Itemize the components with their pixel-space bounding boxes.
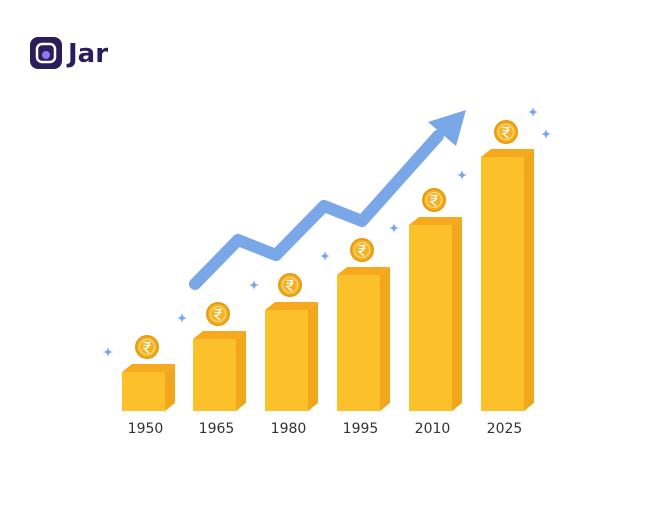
arrow-head	[428, 110, 466, 146]
bar	[481, 157, 524, 411]
bar	[193, 339, 236, 411]
bar-side	[524, 149, 534, 411]
bar-top	[122, 364, 175, 372]
coin-symbol	[357, 244, 366, 257]
bar-top	[409, 217, 462, 225]
coin-symbol	[501, 126, 510, 139]
bar-side	[165, 364, 175, 411]
sparkle	[248, 279, 260, 291]
year-label: 1965	[199, 421, 235, 437]
sparkle	[540, 128, 552, 140]
logo: Jar	[30, 37, 108, 69]
coin-inner	[282, 277, 298, 293]
sparkle	[102, 346, 114, 358]
coin-inner	[354, 242, 370, 258]
year-label: 1950	[128, 421, 164, 437]
bar-top	[481, 149, 534, 157]
coin-inner	[139, 339, 155, 355]
coin-inner	[210, 306, 226, 322]
year-label: 1980	[271, 421, 307, 437]
coin-symbol	[213, 308, 222, 321]
sparkle	[319, 250, 331, 262]
logo-icon-dot	[42, 51, 50, 59]
sparkle	[176, 312, 188, 324]
bar-top	[265, 302, 318, 310]
bar-side	[452, 217, 462, 411]
bar	[337, 275, 380, 411]
sparkle	[527, 106, 539, 118]
bar-top	[193, 331, 246, 339]
bar	[409, 225, 452, 411]
year-label: 2025	[487, 421, 523, 437]
bar-side	[380, 267, 390, 411]
bars: 1950 1965 1980 1995 2010 2025	[122, 120, 534, 437]
bar-side	[236, 331, 246, 411]
coin-symbol	[285, 279, 294, 292]
logo-icon-inner	[35, 42, 57, 64]
bar-top	[337, 267, 390, 275]
bar-side	[308, 302, 318, 411]
sparkle	[456, 169, 468, 181]
sparkles	[102, 106, 552, 358]
year-label: 1995	[343, 421, 379, 437]
coin-inner	[426, 192, 442, 208]
year-label: 2010	[415, 421, 451, 437]
bar	[122, 372, 165, 411]
coin-symbol	[429, 194, 438, 207]
sparkle	[388, 222, 400, 234]
coin-inner	[498, 124, 514, 140]
bar	[265, 310, 308, 411]
trend-arrow	[189, 130, 444, 290]
coin-symbol	[142, 341, 151, 354]
logo-text: Jar	[66, 39, 108, 69]
